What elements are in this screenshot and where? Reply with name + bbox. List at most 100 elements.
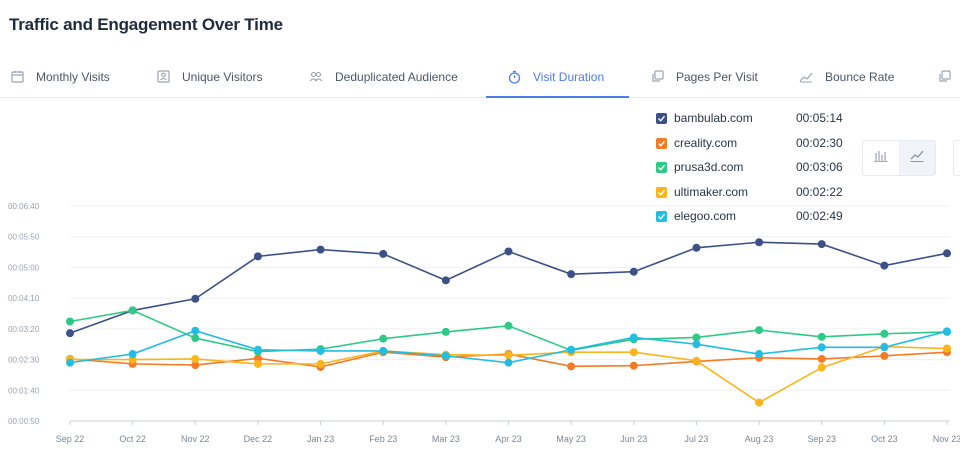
y-tick-label: 00:03:20 [8,325,40,334]
data-point [755,398,764,407]
data-point [253,252,262,261]
stopwatch-icon [508,70,521,84]
active-tab-indicator [486,96,629,98]
data-point [880,329,889,338]
data-point [755,350,764,359]
data-point [504,358,513,367]
y-tick-label: 00:06:40 [8,202,40,211]
data-point [66,329,74,338]
data-point [316,245,325,254]
tab-pages-per-visit[interactable]: Pages Per Visit [651,56,758,97]
tab-label: Pages Per Visit [676,69,758,84]
x-tick-label: Sep 23 [807,434,836,444]
data-point [817,332,826,341]
data-point [504,321,513,330]
data-point [191,334,200,343]
data-point [66,317,74,326]
chart-type-toggle [862,140,936,176]
bar-chart-button[interactable] [863,141,899,175]
tab-more[interactable] [938,56,951,97]
legend-site: elegoo.com [674,209,737,223]
tab-bounce-rate[interactable]: Bounce Rate [799,56,894,97]
checkbox-icon[interactable] [656,210,667,222]
legend-site: prusa3d.com [674,160,744,174]
data-point [191,354,200,363]
legend-value: 00:02:30 [796,136,843,150]
data-point [629,361,638,370]
data-point [817,363,826,372]
data-point [191,326,200,335]
data-point [880,343,889,352]
data-point [880,351,889,360]
data-point [66,358,74,367]
data-point [692,333,701,342]
data-point [316,359,325,368]
legend-site: creality.com [674,136,738,150]
checkbox-icon[interactable] [656,112,667,124]
data-point [441,327,450,336]
line-chart-icon [910,149,924,167]
data-point [817,240,826,249]
tab-unique-visitors[interactable]: Unique Visitors [157,56,262,97]
data-point [253,354,262,363]
people-icon [309,70,323,83]
pages-icon [651,70,664,83]
x-tick-label: Apr 23 [495,434,522,444]
trend-icon [799,70,813,83]
x-tick-label: Jan 23 [307,434,334,444]
data-point [316,346,325,355]
data-point [943,327,951,336]
data-point [692,243,701,252]
series-line [69,241,948,334]
bar-chart-icon [874,149,888,167]
tab-label: Bounce Rate [825,69,895,84]
y-tick-label: 00:01:40 [8,386,40,395]
x-tick-label: Jun 23 [620,434,647,444]
y-tick-label: 00:02:30 [8,356,40,365]
tab-label: Visit Duration [533,69,605,84]
legend-item[interactable]: bambulab.com 00:05:14 [656,110,856,126]
y-tick-label: 00:05:00 [8,263,40,272]
x-tick-label: Nov 22 [181,434,210,444]
checkbox-icon[interactable] [656,161,667,173]
data-point [441,276,450,285]
x-tick-label: May 23 [556,434,586,444]
tab-label: Deduplicated Audience [335,69,458,84]
checkbox-icon[interactable] [656,186,667,198]
legend-value: 00:05:14 [796,111,843,125]
data-point [504,247,513,256]
data-point [379,249,388,258]
data-point [880,261,889,270]
legend-item[interactable]: prusa3d.com 00:03:06 [656,159,856,175]
data-point [629,348,638,357]
x-tick-label: Aug 23 [745,434,774,444]
data-point [692,356,701,365]
data-point [943,249,951,258]
tab-visit-duration[interactable]: Visit Duration [508,56,604,97]
data-point [817,343,826,352]
data-point [692,340,701,349]
legend-item[interactable]: elegoo.com 00:02:49 [656,208,856,224]
legend-site: ultimaker.com [674,185,749,199]
data-point [567,362,576,371]
data-point [629,333,638,342]
data-point [629,267,638,276]
data-point [253,359,262,368]
data-point [191,294,200,303]
legend-item[interactable]: ultimaker.com 00:02:22 [656,184,856,200]
tab-label: Unique Visitors [182,69,263,84]
checkbox-icon[interactable] [656,137,667,149]
y-tick-label: 00:00:50 [8,417,40,426]
data-point [567,270,576,279]
line-chart-button[interactable] [899,141,935,175]
tab-monthly-visits[interactable]: Monthly Visits [11,56,110,97]
data-point [504,351,513,360]
tab-deduplicated-audience[interactable]: Deduplicated Audience [309,56,458,97]
legend-value: 00:02:49 [796,209,843,223]
data-point [755,238,764,247]
legend-item[interactable]: creality.com 00:02:30 [656,135,856,151]
visitor-card-icon [157,70,170,83]
export-button[interactable] [953,140,960,176]
x-tick-label: Mar 23 [432,434,460,444]
tab-label: Monthly Visits [36,69,110,84]
